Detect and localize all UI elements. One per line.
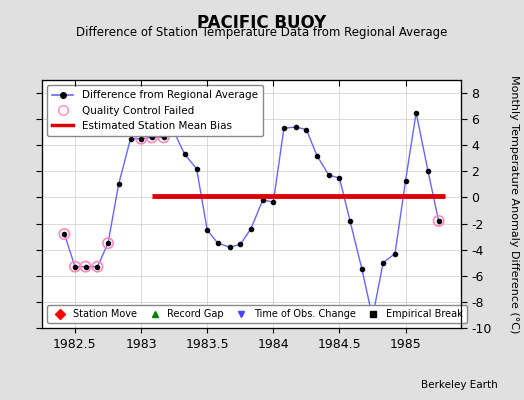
Point bbox=[81, 264, 90, 270]
Point bbox=[71, 264, 79, 270]
Point bbox=[93, 264, 102, 270]
Text: Berkeley Earth: Berkeley Earth bbox=[421, 380, 498, 390]
Point bbox=[147, 134, 156, 141]
Text: Difference of Station Temperature Data from Regional Average: Difference of Station Temperature Data f… bbox=[77, 26, 447, 39]
Text: PACIFIC BUOY: PACIFIC BUOY bbox=[198, 14, 326, 32]
Point bbox=[137, 136, 145, 142]
Point bbox=[60, 231, 69, 237]
Point bbox=[104, 240, 112, 246]
Point bbox=[159, 134, 168, 141]
Y-axis label: Monthly Temperature Anomaly Difference (°C): Monthly Temperature Anomaly Difference (… bbox=[509, 75, 519, 333]
Point bbox=[434, 218, 443, 224]
Legend: Station Move, Record Gap, Time of Obs. Change, Empirical Break: Station Move, Record Gap, Time of Obs. C… bbox=[47, 305, 466, 323]
